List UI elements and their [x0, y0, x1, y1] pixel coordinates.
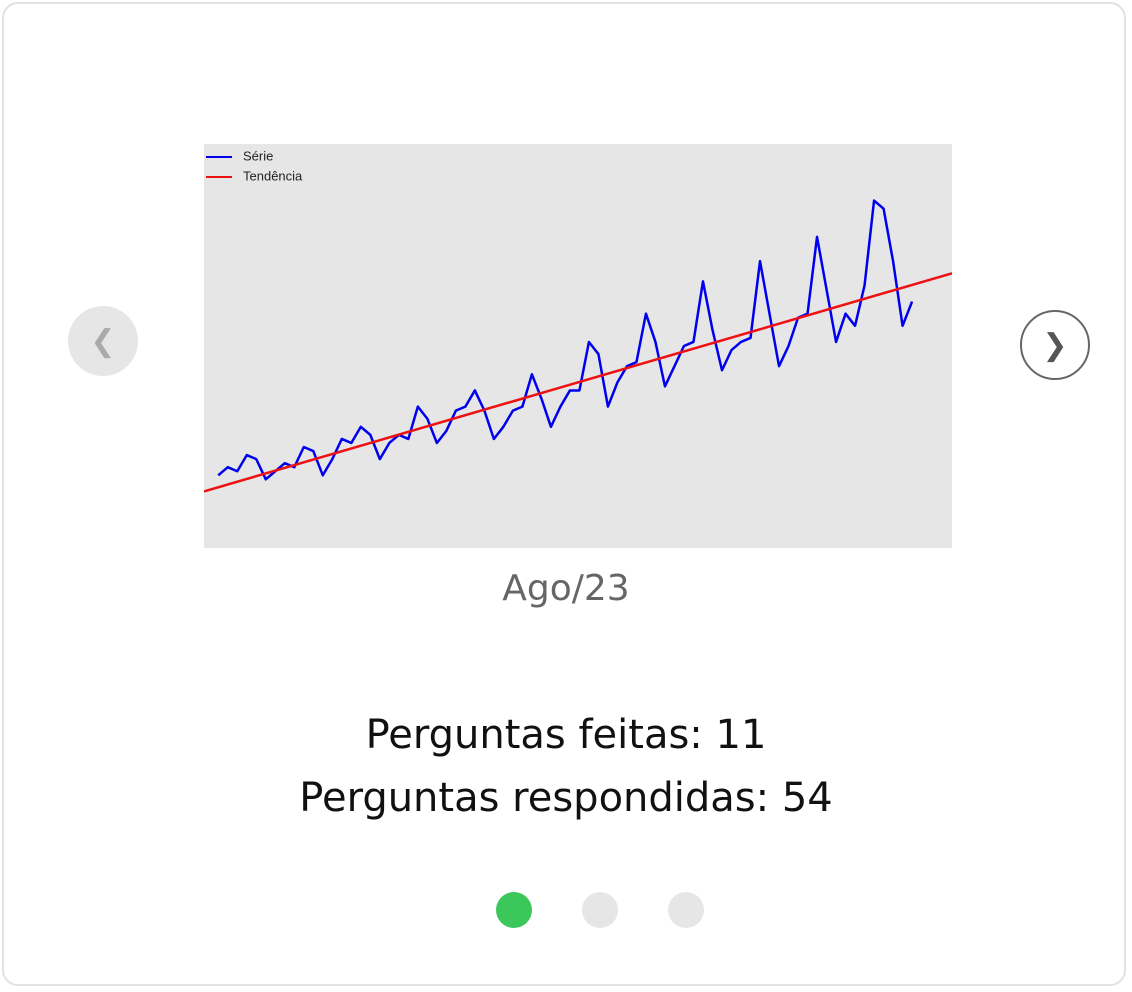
stat-label: Perguntas respondidas: — [299, 775, 770, 821]
series-line — [217, 199, 914, 481]
slide-caption: Ago/23 — [502, 568, 630, 609]
page-dot[interactable] — [668, 892, 704, 928]
stat-value: 54 — [781, 775, 833, 821]
page-dot[interactable] — [582, 892, 618, 928]
series-line — [204, 272, 952, 493]
stat-label: Perguntas feitas: — [365, 712, 703, 758]
page-dot[interactable] — [496, 892, 532, 928]
prev-button[interactable]: ❮ — [68, 306, 138, 376]
chart-image: Série Tendência — [204, 144, 952, 548]
stat-asked: Perguntas feitas: 11 — [0, 712, 1132, 758]
chart-background — [204, 144, 952, 548]
stat-answered: Perguntas respondidas: 54 — [0, 775, 1132, 821]
legend-label: Tendência — [243, 168, 303, 183]
next-button[interactable]: ❯ — [1020, 310, 1090, 380]
stat-value: 11 — [715, 712, 767, 758]
legend-label: Série — [243, 148, 273, 163]
